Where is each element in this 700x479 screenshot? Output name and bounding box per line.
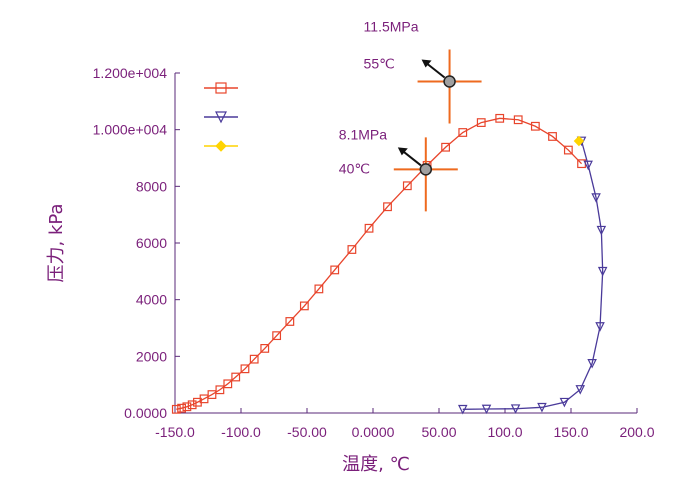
data-point [182,402,192,412]
annotation-temperature: 55℃ [364,56,395,72]
x-tick-label: -50.00 [287,424,327,440]
data-point [441,142,450,152]
x-tick-label: -150.0 [155,424,195,440]
series-line [176,117,583,410]
data-point [260,344,270,353]
y-tick-label: 2000 [136,348,167,364]
annotation-arrow [401,149,422,167]
y-tick-label: 6000 [136,235,167,251]
x-tick-label: 200.0 [619,424,654,440]
series-line [462,140,604,410]
plot-frame [174,73,637,414]
data-point [314,284,324,294]
y-tick-label: 1.000e+004 [93,122,168,138]
series-square [171,113,586,414]
x-tick-label: 50.00 [421,424,456,440]
data-point [187,400,197,410]
data-point [495,113,505,123]
series-diamond [573,135,585,147]
data-point [587,359,597,369]
data-point [347,245,357,254]
annotation-temperature: 40℃ [339,160,370,176]
data-point [595,322,605,332]
y-tick-label: 8000 [136,178,167,194]
data-point [537,402,547,413]
data-point [573,135,585,147]
x-tick-label: -100.0 [221,424,261,440]
data-point [596,225,607,236]
annotation-point: 11.5MPa 55℃ [364,19,482,124]
arrow-head [397,147,408,156]
data-point [231,372,241,382]
data-point [548,132,557,141]
data-point [223,379,233,389]
x-tick-label: 100.0 [487,424,522,440]
data-point [458,128,468,137]
series-triangle-down [457,136,608,415]
data-point [171,404,181,414]
axis-ticks: -150.0 -100.0 -50.00 0.0000 50.00 100.0 150.0 2… [93,65,655,440]
annotation-pressure: 11.5MPa [364,19,419,35]
data-point [402,181,412,191]
y-tick-label: 0.0000 [124,405,167,421]
data-point [563,145,573,155]
annotation-pressure: 8.1MPa [339,126,387,142]
series-layer [171,113,608,415]
x-tick-label: 150.0 [553,424,588,440]
data-point [330,265,340,275]
annotation-arrow [424,61,446,79]
data-point [364,223,374,233]
legend-entry-diamond [204,140,238,152]
data-point [285,317,295,326]
data-point [481,404,492,415]
data-point [177,403,187,413]
annotation-point: 8.1MPa 40℃ [339,126,458,212]
y-axis-title: 压力, kPa [46,204,67,283]
x-axis-title: 温度, ℃ [342,454,410,475]
data-point [575,385,586,395]
data-point [299,301,309,311]
data-point [510,404,521,414]
legend [204,82,238,152]
annotation-layer: 8.1MPa 40℃ 11.5MPa 55℃ [339,19,482,212]
legend-entry-square [204,82,238,94]
legend-entry-triangle-down [204,111,238,124]
data-point [207,390,217,399]
y-tick-label: 4000 [136,292,167,308]
data-point [591,193,601,203]
legend-marker [215,111,227,124]
data-point [249,354,259,364]
data-point [457,404,468,415]
data-point [559,397,570,408]
data-point [272,331,282,341]
data-point [383,202,392,212]
data-point [476,118,486,127]
data-point [215,385,225,395]
legend-marker [215,140,227,152]
x-tick-label: 0.0000 [352,424,395,440]
data-point [240,364,250,374]
legend-marker [215,82,227,94]
data-point [513,115,523,125]
critical-point-marker [419,163,433,176]
data-point [583,160,593,171]
critical-point-marker [443,75,456,88]
y-tick-label: 1.200e+004 [93,65,168,81]
arrow-head [421,59,432,68]
data-point [530,121,540,131]
data-point [597,266,608,277]
